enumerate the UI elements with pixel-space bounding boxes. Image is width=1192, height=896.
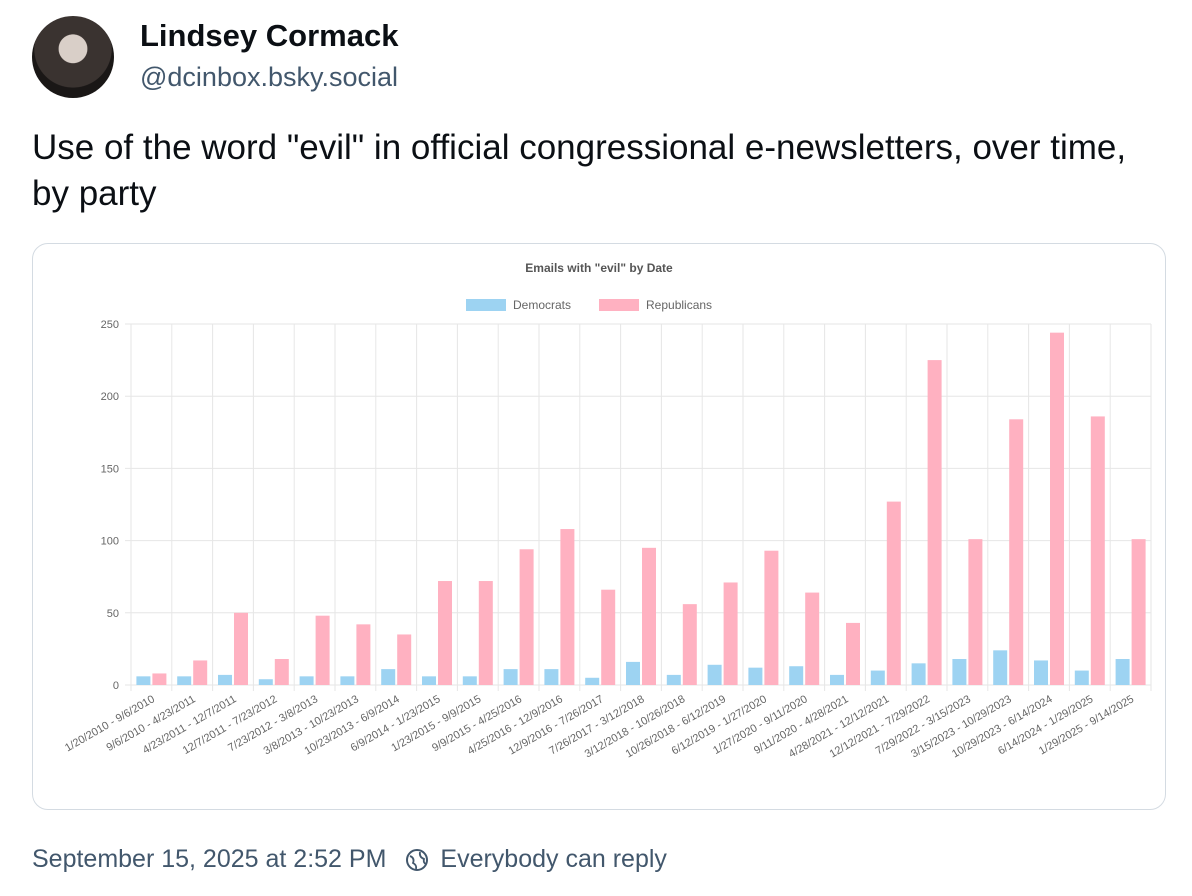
bar-republicans — [1009, 419, 1024, 685]
bar-republicans — [764, 550, 779, 685]
bar-republicans — [927, 360, 942, 685]
bar-republicans — [1050, 332, 1064, 685]
bar-democrats — [218, 674, 232, 685]
bar-democrats — [870, 670, 885, 685]
bar-democrats — [789, 666, 804, 685]
bar-republicans — [1131, 539, 1146, 685]
legend: Democrats Republicans — [466, 298, 712, 312]
bar-republicans — [723, 582, 738, 685]
bar-democrats — [626, 661, 640, 685]
bar-democrats — [503, 669, 518, 685]
legend-label: Republicans — [646, 298, 712, 312]
legend-swatch — [599, 299, 639, 311]
bar-democrats — [585, 677, 600, 685]
bar-republicans — [968, 539, 983, 685]
bar-republicans — [886, 501, 901, 685]
bar-republicans — [682, 604, 697, 685]
bar-democrats — [462, 676, 477, 685]
bar-republicans — [478, 581, 493, 685]
bar-republicans — [356, 624, 371, 685]
timestamp[interactable]: September 15, 2025 at 2:52 PM — [32, 845, 387, 873]
bar-democrats — [299, 676, 314, 685]
bar-democrats — [544, 669, 559, 685]
bar-republicans — [193, 660, 208, 685]
y-tick-label: 150 — [101, 463, 119, 475]
bar-democrats — [993, 650, 1008, 685]
bar-democrats — [258, 679, 273, 685]
bar-republicans — [274, 659, 289, 685]
bar-democrats — [707, 664, 722, 685]
chart-image[interactable]: Emails with "evil" by Date Democrats Repu… — [32, 243, 1166, 810]
legend-label: Democrats — [513, 298, 571, 312]
bar-democrats — [952, 659, 967, 685]
bar-republicans — [234, 612, 248, 685]
bar-democrats — [136, 676, 151, 685]
bar-republicans — [397, 634, 412, 685]
y-tick-label: 50 — [107, 608, 119, 620]
y-tick-label: 100 — [101, 536, 119, 548]
bar-democrats — [666, 674, 681, 685]
bar-republicans — [642, 547, 656, 685]
author-name[interactable]: Lindsey Cormack — [140, 18, 399, 53]
bar-republicans — [315, 615, 330, 685]
author-handle[interactable]: @dcinbox.bsky.social — [140, 62, 399, 92]
bar-chart: Emails with "evil" by Date Democrats Repu… — [63, 261, 1152, 760]
reply-setting[interactable]: Everybody can reply — [440, 845, 667, 873]
bar-republicans — [601, 589, 616, 685]
avatar[interactable] — [32, 16, 114, 98]
y-tick-label: 250 — [101, 319, 119, 331]
bar-democrats — [748, 667, 763, 685]
post-footer: September 15, 2025 at 2:52 PM Everybody … — [32, 845, 667, 874]
bar-republicans — [1090, 416, 1105, 685]
bar-democrats — [381, 669, 396, 685]
legend-swatch — [466, 299, 506, 311]
bar-republicans — [560, 529, 575, 685]
bar-democrats — [830, 674, 844, 685]
bar-democrats — [911, 663, 926, 685]
chart-title: Emails with "evil" by Date — [525, 261, 673, 275]
bar-democrats — [422, 676, 436, 685]
bar-democrats — [1074, 670, 1089, 685]
bar-republicans — [438, 581, 452, 685]
bar-democrats — [1115, 659, 1130, 685]
post-text: Use of the word "evil" in official congr… — [32, 128, 1127, 213]
globe-reply-icon — [406, 848, 429, 871]
bar-republicans — [805, 592, 820, 685]
bar-democrats — [340, 676, 355, 685]
y-tick-label: 200 — [101, 391, 119, 403]
bar-republicans — [519, 549, 534, 685]
bar-democrats — [177, 676, 192, 685]
bar-democrats — [1034, 660, 1048, 685]
bar-republicans — [152, 673, 167, 685]
y-tick-label: 0 — [113, 680, 119, 692]
bar-republicans — [846, 622, 860, 685]
